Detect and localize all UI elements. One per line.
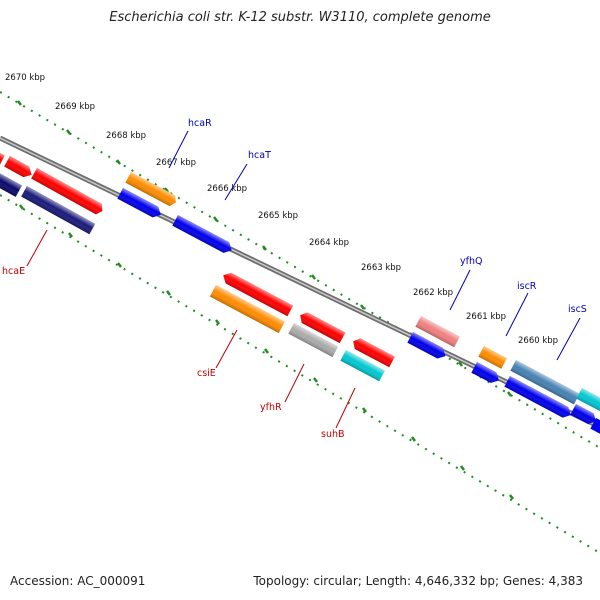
tick-label: 2663 kbp: [361, 263, 401, 273]
gene-arrow-blue[interactable]: [471, 362, 501, 386]
leader-lines-top: [168, 130, 581, 361]
gene-arrow-red[interactable]: [4, 156, 34, 180]
gene-arrow-cyan[interactable]: [576, 388, 600, 413]
tick-label: 2665 kbp: [258, 211, 298, 221]
major-ticks-inner: [19, 204, 514, 500]
tick-label: 2670 kbp: [5, 73, 45, 83]
gene-arrow-red[interactable]: [220, 270, 294, 317]
gene-labels-bottom: hcaE csiE yfhR suhB: [2, 266, 345, 440]
inner-tick-ring: [0, 194, 600, 554]
tick-label: 2668 kbp: [106, 131, 146, 141]
genes: [0, 150, 600, 438]
gene-arrow-orange[interactable]: [125, 172, 178, 208]
gene-label[interactable]: yfhQ: [460, 256, 482, 267]
gene-arrow-blue[interactable]: [407, 332, 448, 361]
gene-arrow-blue[interactable]: [172, 215, 234, 256]
gene-label[interactable]: suhB: [321, 429, 345, 440]
gene-arrow-cyan[interactable]: [340, 350, 385, 382]
gene-label[interactable]: iscR: [517, 281, 537, 292]
gene-arrow-orange[interactable]: [209, 285, 285, 334]
gene-arrow-pink[interactable]: [415, 316, 460, 348]
gene-label[interactable]: hcaR: [188, 118, 212, 129]
gene-label[interactable]: hcaT: [248, 150, 271, 161]
tick-label: 2662 kbp: [413, 288, 453, 298]
tick-label: 2661 kbp: [466, 312, 506, 322]
tick-label: 2666 kbp: [207, 184, 247, 194]
gene-label[interactable]: csiE: [197, 368, 216, 379]
tick-label: 2667 kbp: [156, 158, 196, 168]
map-title: Escherichia coli str. K-12 substr. W3110…: [109, 10, 491, 25]
gene-arrow-red[interactable]: [350, 336, 395, 368]
gene-labels-top: hcaR hcaT yfhQ iscR iscS: [188, 118, 587, 315]
gene-arrow-blue[interactable]: [590, 418, 600, 438]
genome-summary: Topology: circular; Length: 4,646,332 bp…: [253, 574, 583, 588]
gene-arrow-steel[interactable]: [510, 360, 580, 405]
gene-arrow-navy[interactable]: [0, 170, 22, 197]
gene-arrow-navy[interactable]: [21, 186, 96, 235]
tick-label: 2664 kbp: [309, 238, 349, 248]
gene-arrow-red[interactable]: [297, 310, 346, 344]
tick-label: 2660 kbp: [518, 336, 558, 346]
gene-arrow-orange[interactable]: [478, 346, 507, 369]
gene-label[interactable]: iscS: [568, 304, 587, 315]
gene-arrow-blue[interactable]: [117, 188, 163, 220]
genome-backbone: [0, 135, 600, 430]
tick-labels: 2670 kbp 2669 kbp 2668 kbp 2667 kbp 2666…: [5, 73, 558, 346]
tick-label: 2669 kbp: [55, 102, 95, 112]
gene-arrow-blue[interactable]: [570, 404, 599, 427]
leader-lines-bottom: [26, 229, 356, 429]
gene-arrow-red[interactable]: [31, 168, 105, 216]
accession-label: Accession: AC_000091: [10, 574, 146, 588]
gene-label[interactable]: yfhR: [260, 402, 282, 413]
gene-arrow-gray[interactable]: [288, 323, 339, 358]
gene-label[interactable]: hcaE: [2, 266, 25, 277]
gene-arrow-blue[interactable]: [504, 376, 573, 420]
